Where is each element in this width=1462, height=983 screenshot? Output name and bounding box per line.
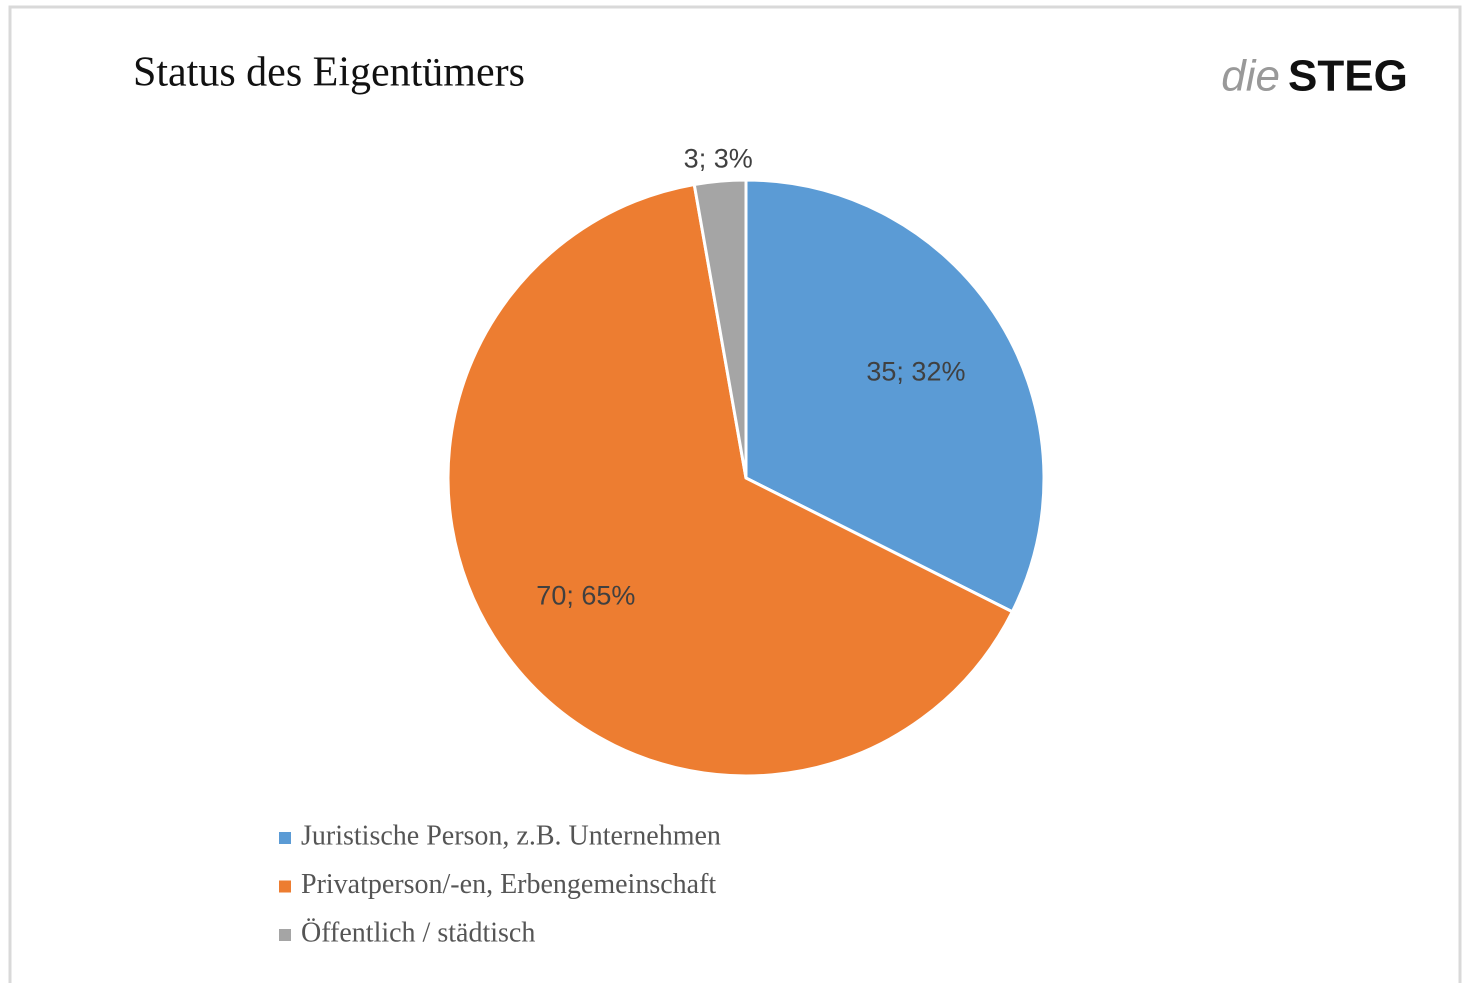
legend-swatch [279,832,291,844]
chart-title: Status des Eigentümers [133,50,525,96]
legend-swatch [279,929,291,941]
pie-slice [744,178,1046,614]
data-label: 35; 32% [866,356,965,386]
legend-label: Juristische Person, z.B. Unternehmen [301,820,721,851]
pie-slice [692,178,748,479]
data-label: 70; 65% [536,580,635,610]
legend-swatch [279,880,291,893]
logo-name: STEG [1288,52,1408,101]
legend-label: Öffentlich / städtisch [301,917,535,948]
pie-slice [446,182,1015,778]
legend-label: Privatperson/-en, Erbengemeinschaft [301,869,716,900]
data-label: 3; 3% [684,143,753,173]
logo-prefix: die [1221,52,1280,101]
